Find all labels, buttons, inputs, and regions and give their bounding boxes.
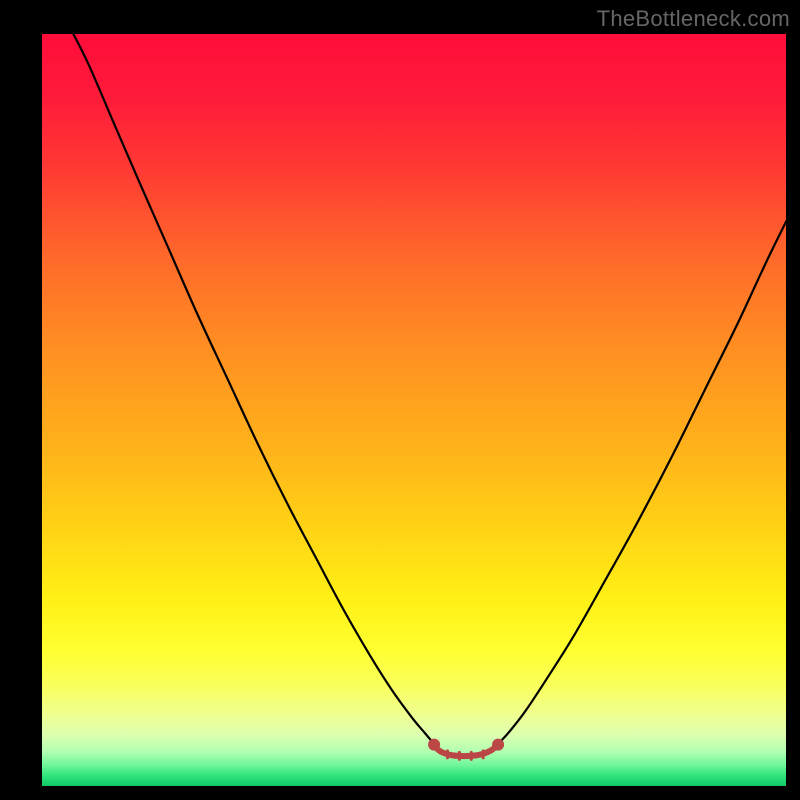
trough-left-dot <box>428 739 440 751</box>
trough-right-dot <box>492 739 504 751</box>
frame-left <box>0 0 42 800</box>
frame-bottom <box>0 786 800 800</box>
curve-right <box>499 207 786 743</box>
watermark-text: TheBottleneck.com <box>597 6 790 32</box>
frame-right <box>786 0 800 800</box>
trough-segment <box>434 745 498 756</box>
plot-area <box>42 34 786 786</box>
chart-svg <box>42 34 786 786</box>
curve-left <box>61 34 433 743</box>
